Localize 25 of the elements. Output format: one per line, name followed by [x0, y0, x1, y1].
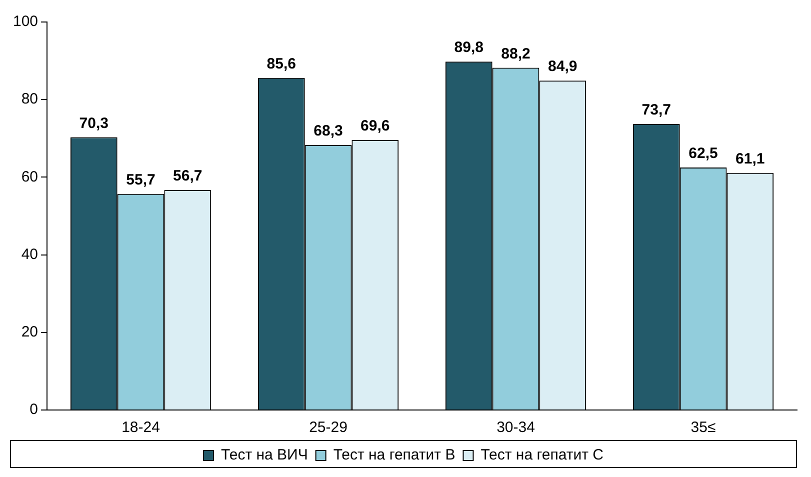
data-label: 55,7	[126, 172, 156, 189]
data-label: 89,8	[454, 39, 484, 56]
legend-label: Тест на гепатит В	[333, 446, 456, 464]
data-label: 73,7	[642, 102, 671, 119]
data-label: 56,7	[173, 168, 202, 185]
data-label: 62,5	[688, 145, 718, 162]
x-tick-label: 18-24	[122, 419, 160, 436]
y-tick-label: 80	[21, 90, 38, 108]
y-tick-label: 60	[21, 168, 38, 186]
legend-label: Тест на гепатит С	[480, 446, 604, 464]
data-label: 61,1	[736, 150, 765, 168]
x-tick-label: 35≤	[690, 419, 716, 436]
data-label: 68,3	[314, 122, 343, 140]
legend-label: Тест на ВИЧ	[221, 446, 308, 464]
y-tick-label: 100	[12, 13, 38, 30]
y-tick-label: 40	[21, 246, 38, 263]
data-label: 88,2	[501, 45, 530, 62]
y-tick-label: 0	[30, 401, 38, 418]
y-tick-label: 20	[21, 324, 38, 341]
data-label: 69,6	[360, 118, 390, 135]
x-tick-label: 30-34	[496, 419, 535, 436]
x-tick-label: 25-29	[309, 419, 348, 436]
data-label: 85,6	[266, 56, 296, 73]
data-label: 70,3	[79, 114, 108, 132]
data-label: 84,9	[548, 58, 578, 76]
